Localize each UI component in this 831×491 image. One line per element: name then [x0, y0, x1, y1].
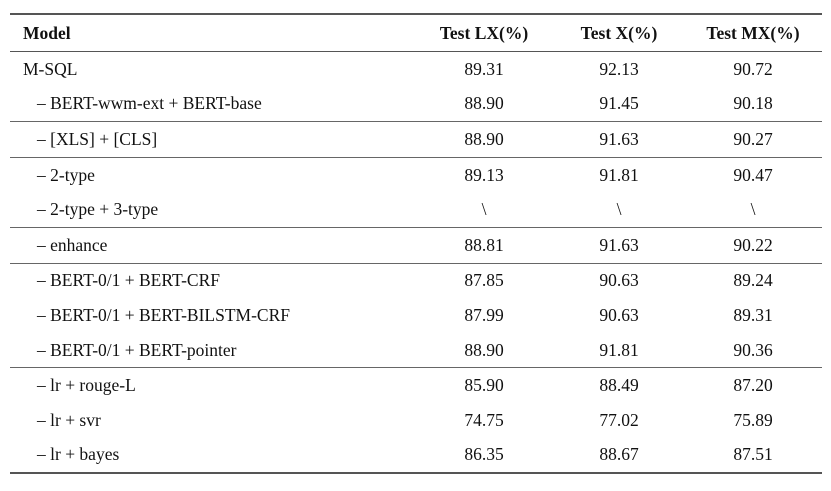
cell-test-lx: 87.85 — [464, 270, 504, 291]
cell-test-lx: 85.90 — [464, 375, 504, 396]
cell-test-lx: 89.31 — [464, 58, 504, 79]
table-row: – lr + rouge-L 85.90 88.49 87.20 — [10, 367, 822, 403]
cell-test-mx: \ — [750, 199, 756, 220]
cell-test-mx: 75.89 — [733, 409, 773, 430]
table-row: – BERT-0/1 + BERT-CRF 87.85 90.63 89.24 — [10, 263, 822, 298]
results-table: Model Test LX(%) Test X(%) Test MX(%) M-… — [10, 13, 822, 474]
header-model: Model — [23, 22, 71, 43]
cell-test-x: 91.45 — [599, 93, 639, 114]
cell-test-x: 91.63 — [599, 234, 639, 255]
header-test-mx: Test MX(%) — [706, 22, 800, 43]
cell-test-x: 90.63 — [599, 304, 639, 325]
cell-test-mx: 89.24 — [733, 270, 773, 291]
cell-test-mx: 90.47 — [733, 164, 773, 185]
cell-test-mx: 90.72 — [733, 58, 773, 79]
cell-test-x: 88.49 — [599, 375, 639, 396]
cell-model: – lr + svr — [37, 409, 101, 430]
header-row: Model Test LX(%) Test X(%) Test MX(%) — [10, 14, 822, 52]
cell-model: – BERT-0/1 + BERT-BILSTM-CRF — [37, 304, 290, 325]
cell-test-lx: 74.75 — [464, 409, 504, 430]
table-row: – BERT-0/1 + BERT-BILSTM-CRF 87.99 90.63 89… — [10, 298, 822, 333]
cell-model: – lr + bayes — [37, 444, 120, 465]
cell-test-mx: 90.27 — [733, 128, 773, 149]
cell-test-lx: 88.90 — [464, 128, 504, 149]
table-row: – BERT-0/1 + BERT-pointer 88.90 91.81 90.36 — [10, 333, 822, 368]
cell-model: – 2-type + 3-type — [37, 199, 159, 220]
cell-test-lx: 88.90 — [464, 339, 504, 360]
cell-test-mx: 89.31 — [733, 304, 773, 325]
cell-test-x: 91.81 — [599, 164, 639, 185]
cell-test-lx: 86.35 — [464, 444, 504, 465]
cell-test-lx: 87.99 — [464, 304, 504, 325]
cell-test-mx: 87.20 — [733, 375, 773, 396]
cell-test-x: 88.67 — [599, 444, 639, 465]
cell-model: – BERT-wwm-ext + BERT-base — [37, 93, 262, 114]
table-row: – 2-type + 3-type \ \ \ — [10, 192, 822, 227]
table-row: – BERT-wwm-ext + BERT-base 88.90 91.45 90.1… — [10, 87, 822, 122]
cell-test-lx: \ — [481, 199, 487, 220]
cell-model: – BERT-0/1 + BERT-CRF — [37, 270, 220, 291]
cell-test-mx: 90.22 — [733, 234, 773, 255]
table-row: – enhance 88.81 91.63 90.22 — [10, 227, 822, 263]
cell-model: – BERT-0/1 + BERT-pointer — [37, 339, 237, 360]
header-test-x: Test X(%) — [580, 22, 658, 43]
cell-model: – 2-type — [37, 164, 95, 185]
cell-test-x: 91.81 — [599, 339, 639, 360]
cell-test-x: 91.63 — [599, 128, 639, 149]
cell-test-lx: 88.81 — [464, 234, 504, 255]
cell-test-x: 77.02 — [599, 409, 639, 430]
cell-model: – [XLS] + [CLS] — [37, 128, 158, 149]
cell-test-x: 92.13 — [599, 58, 639, 79]
cell-test-x: 90.63 — [599, 270, 639, 291]
table-row: – [XLS] + [CLS] 88.90 91.63 90.27 — [10, 121, 822, 158]
cell-model: – enhance — [37, 234, 108, 255]
cell-model: M-SQL — [23, 58, 78, 79]
table-row: M-SQL 89.31 92.13 90.72 — [10, 52, 822, 87]
cell-model: – lr + rouge-L — [37, 375, 136, 396]
cell-test-x: \ — [616, 199, 622, 220]
table-row: – 2-type 89.13 91.81 90.47 — [10, 157, 822, 192]
cell-test-mx: 90.36 — [733, 339, 773, 360]
cell-test-mx: 87.51 — [733, 444, 773, 465]
table-row: – lr + bayes 86.35 88.67 87.51 — [10, 438, 822, 474]
cell-test-mx: 90.18 — [733, 93, 773, 114]
header-test-lx: Test LX(%) — [439, 22, 529, 43]
cell-test-lx: 89.13 — [464, 164, 504, 185]
table-row: – lr + svr 74.75 77.02 75.89 — [10, 403, 822, 438]
cell-test-lx: 88.90 — [464, 93, 504, 114]
